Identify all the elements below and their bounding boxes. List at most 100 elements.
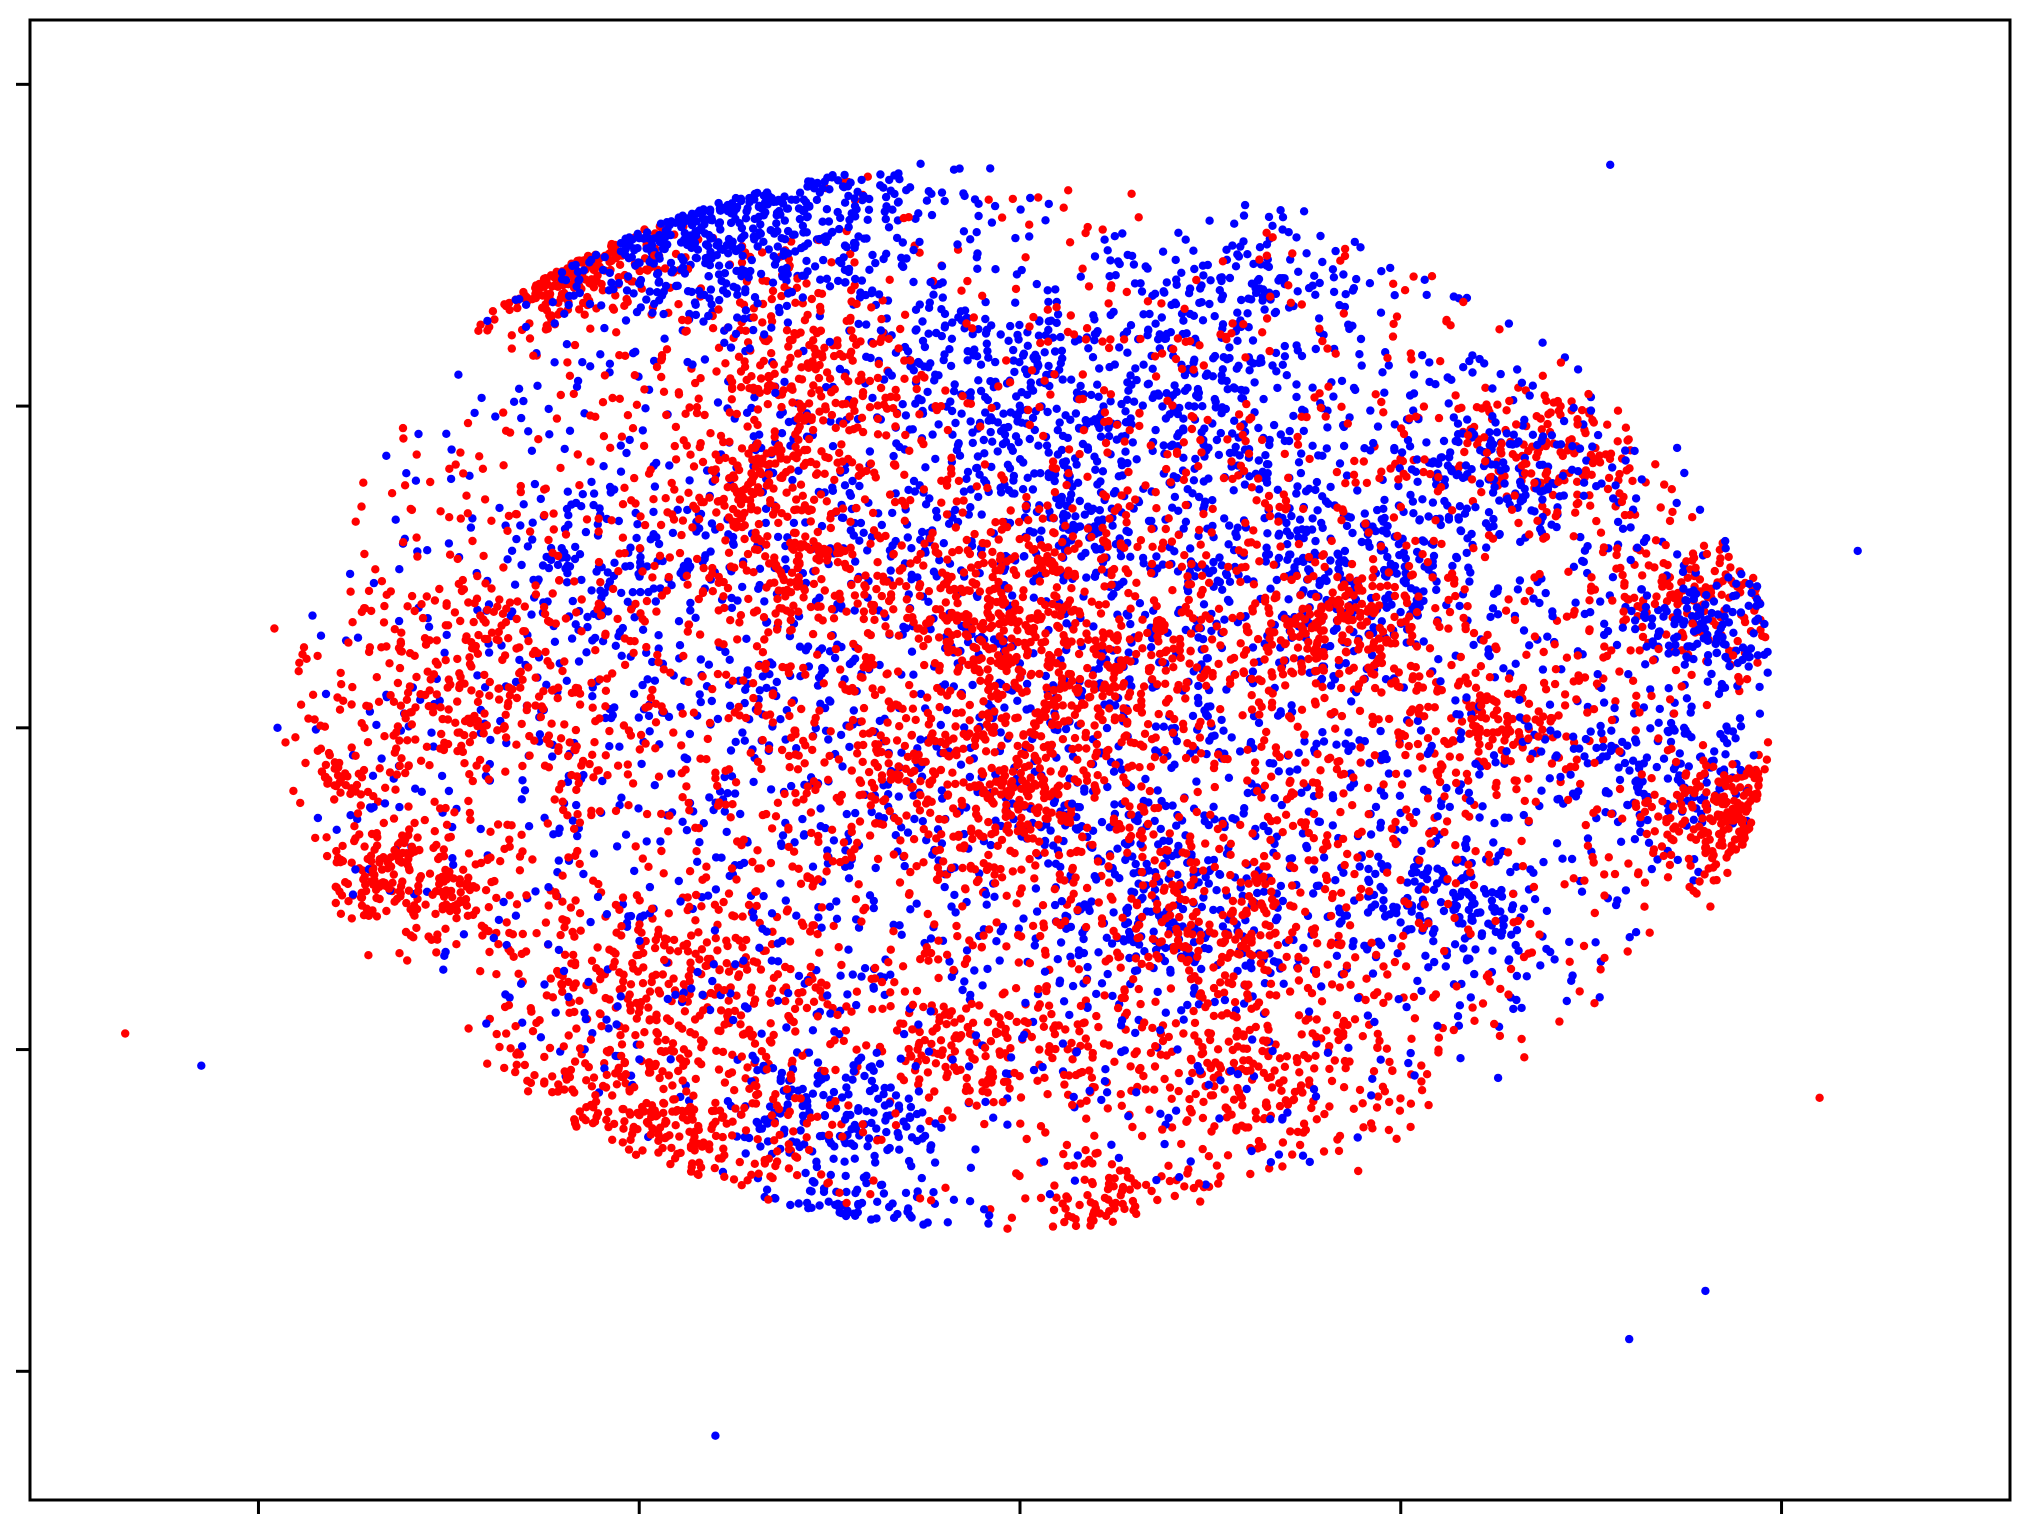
scatter-point-series-0 <box>1737 569 1746 579</box>
scatter-point-series-0 <box>1116 1021 1126 1030</box>
scatter-point-series-0 <box>1377 617 1387 626</box>
scatter-point-series-1 <box>569 950 578 960</box>
scatter-point-series-0 <box>782 301 792 311</box>
scatter-point-series-1 <box>736 1020 745 1029</box>
scatter-point-series-1 <box>1080 1175 1089 1185</box>
scatter-point-series-1 <box>750 995 760 1004</box>
scatter-point-series-0 <box>918 527 927 537</box>
scatter-point-series-0 <box>1279 979 1288 988</box>
scatter-point-series-0 <box>996 427 1006 436</box>
scatter-point-series-0 <box>1091 465 1100 474</box>
scatter-point-series-0 <box>1114 472 1124 481</box>
scatter-point-series-0 <box>1672 443 1682 453</box>
scatter-point-series-1 <box>837 960 846 970</box>
scatter-point-series-0 <box>1278 274 1287 283</box>
scatter-point-series-0 <box>1680 468 1689 478</box>
scatter-point-series-0 <box>1637 475 1647 484</box>
scatter-point-series-0 <box>1177 268 1186 277</box>
scatter-point-series-0 <box>1239 211 1249 220</box>
scatter-point-series-0 <box>1068 981 1078 991</box>
scatter-point-series-0 <box>668 528 678 538</box>
scatter-point-series-0 <box>1309 1085 1319 1094</box>
scatter-point-series-0 <box>491 412 500 421</box>
scatter-point-series-0 <box>888 508 897 518</box>
scatter-point-series-0 <box>1055 500 1064 510</box>
scatter-point-series-0 <box>1444 512 1454 522</box>
scatter-point-series-0 <box>1003 1120 1012 1129</box>
scatter-point-series-0 <box>1556 772 1565 782</box>
scatter-point-series-1 <box>1481 714 1491 723</box>
scatter-point-series-0 <box>1444 399 1453 408</box>
scatter-point-series-0 <box>1703 651 1713 660</box>
scatter-point-series-0 <box>1702 590 1711 600</box>
scatter-point-series-1 <box>1628 476 1637 486</box>
scatter-point-series-0 <box>536 494 545 504</box>
scatter-point-series-0 <box>1579 478 1589 487</box>
scatter-point-series-0 <box>1069 1092 1078 1102</box>
scatter-point-series-0 <box>963 347 972 356</box>
scatter-point-series-1 <box>1064 1211 1073 1221</box>
scatter-point-series-0 <box>924 329 933 338</box>
scatter-point-series-0 <box>1055 979 1064 988</box>
scatter-point-series-0 <box>1025 434 1035 444</box>
scatter-point-series-0 <box>1615 775 1625 785</box>
scatter-point-series-0 <box>345 569 355 579</box>
scatter-point-series-0 <box>971 1145 980 1154</box>
scatter-point-series-0 <box>1468 351 1477 360</box>
scatter-point-series-0 <box>1403 769 1412 778</box>
scatter-point-series-1 <box>980 1119 989 1129</box>
scatter-point-series-0 <box>536 1033 546 1042</box>
scatter-point-series-0 <box>1522 972 1532 981</box>
scatter-point-series-1 <box>1087 1178 1097 1187</box>
scatter-point-series-0 <box>524 822 534 831</box>
scatter-point-series-0 <box>1332 951 1342 960</box>
scatter-point-series-0 <box>589 489 599 498</box>
scatter-point-series-0 <box>1055 418 1064 427</box>
scatter-point-series-0 <box>650 482 660 491</box>
scatter-point-series-0 <box>332 825 341 834</box>
scatter-point-series-1 <box>1006 1044 1015 1053</box>
scatter-point-series-1 <box>1177 1139 1186 1149</box>
scatter-point-series-0 <box>402 469 411 478</box>
scatter-point-series-0 <box>914 1087 924 1096</box>
scatter-point-series-1 <box>1126 1174 1135 1183</box>
scatter-point-series-1 <box>1556 410 1565 420</box>
scatter-point-series-0 <box>907 647 917 656</box>
scatter-point-series-0 <box>1231 262 1241 271</box>
scatter-point-series-0 <box>1755 709 1765 718</box>
scatter-point-series-1 <box>525 334 535 343</box>
scatter-point-series-0 <box>633 520 642 529</box>
scatter-point-series-0 <box>1078 439 1088 449</box>
scatter-point-series-0 <box>1593 430 1603 440</box>
scatter-point-series-0 <box>1044 448 1053 457</box>
scatter-point-series-0 <box>1057 492 1067 502</box>
scatter-point-series-1 <box>382 906 391 916</box>
scatter-point-series-1 <box>1349 1104 1359 1114</box>
scatter-point-series-0 <box>550 637 560 646</box>
scatter-point-series-0 <box>671 990 680 999</box>
scatter-point-series-0 <box>1116 552 1126 561</box>
scatter-point-series-1 <box>334 763 343 772</box>
scatter-point-series-0 <box>989 1113 998 1122</box>
scatter-point-series-0 <box>1670 634 1679 643</box>
scatter-point-series-1 <box>756 965 766 974</box>
scatter-point-series-0 <box>1439 436 1449 446</box>
scatter-point-series-0 <box>1233 1070 1243 1079</box>
scatter-point-series-0 <box>1051 285 1060 294</box>
scatter-point-series-0 <box>723 789 732 798</box>
scatter-point-series-0 <box>1709 597 1719 606</box>
scatter-point-series-0 <box>739 858 749 868</box>
scatter-point-series-0 <box>1254 456 1264 465</box>
scatter-point-series-0 <box>674 617 684 626</box>
scatter-point-series-1 <box>1477 488 1486 497</box>
scatter-point-series-0 <box>986 427 995 437</box>
scatter-point-series-0 <box>1009 345 1018 355</box>
scatter-point-series-1 <box>632 1014 641 1023</box>
scatter-point-series-1 <box>531 293 541 303</box>
scatter-point-series-0 <box>1552 440 1562 449</box>
scatter-point-series-0 <box>1695 505 1705 514</box>
scatter-point-series-0 <box>1579 557 1589 567</box>
scatter-point-series-0 <box>964 1062 974 1071</box>
scatter-point-series-1 <box>1716 554 1725 563</box>
scatter-point-series-0 <box>1208 521 1217 531</box>
